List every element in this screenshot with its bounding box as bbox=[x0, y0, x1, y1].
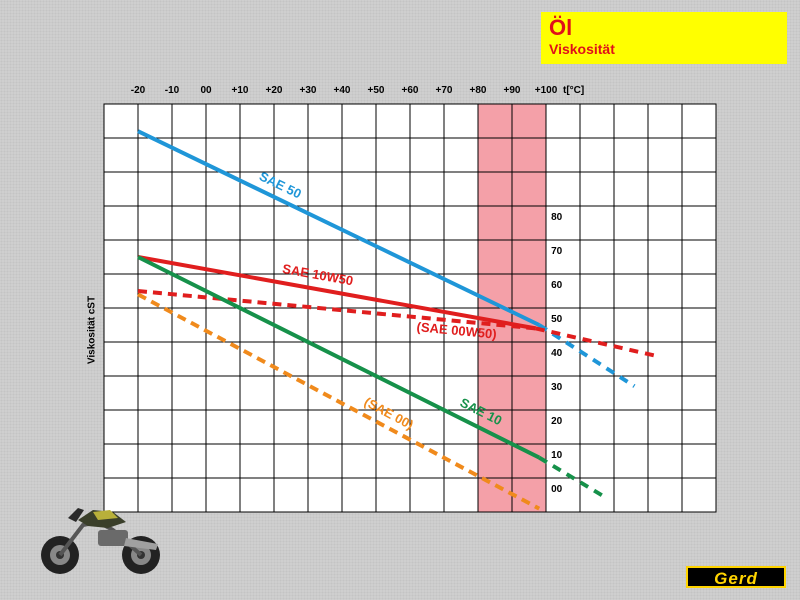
title-box: Öl Viskosität bbox=[541, 12, 787, 64]
y-tick-label: 50 bbox=[551, 314, 563, 325]
x-tick-label: +40 bbox=[334, 85, 351, 96]
x-tick-label: -20 bbox=[131, 85, 146, 96]
x-tick-label: +80 bbox=[470, 85, 487, 96]
chart-title: Öl bbox=[549, 15, 573, 40]
series-line bbox=[137, 255, 537, 331]
x-tick-label: +100 bbox=[535, 85, 558, 96]
x-axis-label: t[°C] bbox=[563, 85, 584, 96]
x-tick-label: +20 bbox=[266, 85, 283, 96]
y-tick-label: 60 bbox=[551, 280, 563, 291]
x-tick-label: -10 bbox=[165, 85, 180, 96]
series-line bbox=[137, 255, 541, 460]
x-tick-label: 00 bbox=[200, 85, 212, 96]
motorcycle-image bbox=[41, 508, 160, 574]
chart-subtitle: Viskosität bbox=[549, 41, 615, 57]
series-extension bbox=[538, 455, 609, 501]
series-line bbox=[137, 289, 536, 331]
y-tick-label: 20 bbox=[551, 416, 563, 427]
x-tick-label: +60 bbox=[402, 85, 419, 96]
series-line bbox=[137, 292, 541, 511]
series-extension bbox=[538, 323, 636, 388]
y-tick-label: 40 bbox=[551, 348, 563, 359]
plot-border bbox=[103, 103, 717, 513]
x-tick-label: +90 bbox=[504, 85, 521, 96]
x-tick-label: +70 bbox=[436, 85, 453, 96]
y-tick-label: 70 bbox=[551, 246, 563, 257]
x-tick-label: +30 bbox=[300, 85, 317, 96]
y-axis-label: Viskosität cST bbox=[86, 295, 98, 365]
y-tick-label: 80 bbox=[551, 212, 563, 223]
y-tick-label: 00 bbox=[551, 484, 563, 495]
gerd-logo: Gerd bbox=[686, 566, 786, 588]
x-tick-label: +50 bbox=[368, 85, 385, 96]
series-line bbox=[137, 129, 541, 327]
x-tick-label: +10 bbox=[232, 85, 249, 96]
y-tick-label: 10 bbox=[551, 450, 563, 461]
y-tick-label: 30 bbox=[551, 382, 563, 393]
series-extension bbox=[535, 326, 656, 358]
